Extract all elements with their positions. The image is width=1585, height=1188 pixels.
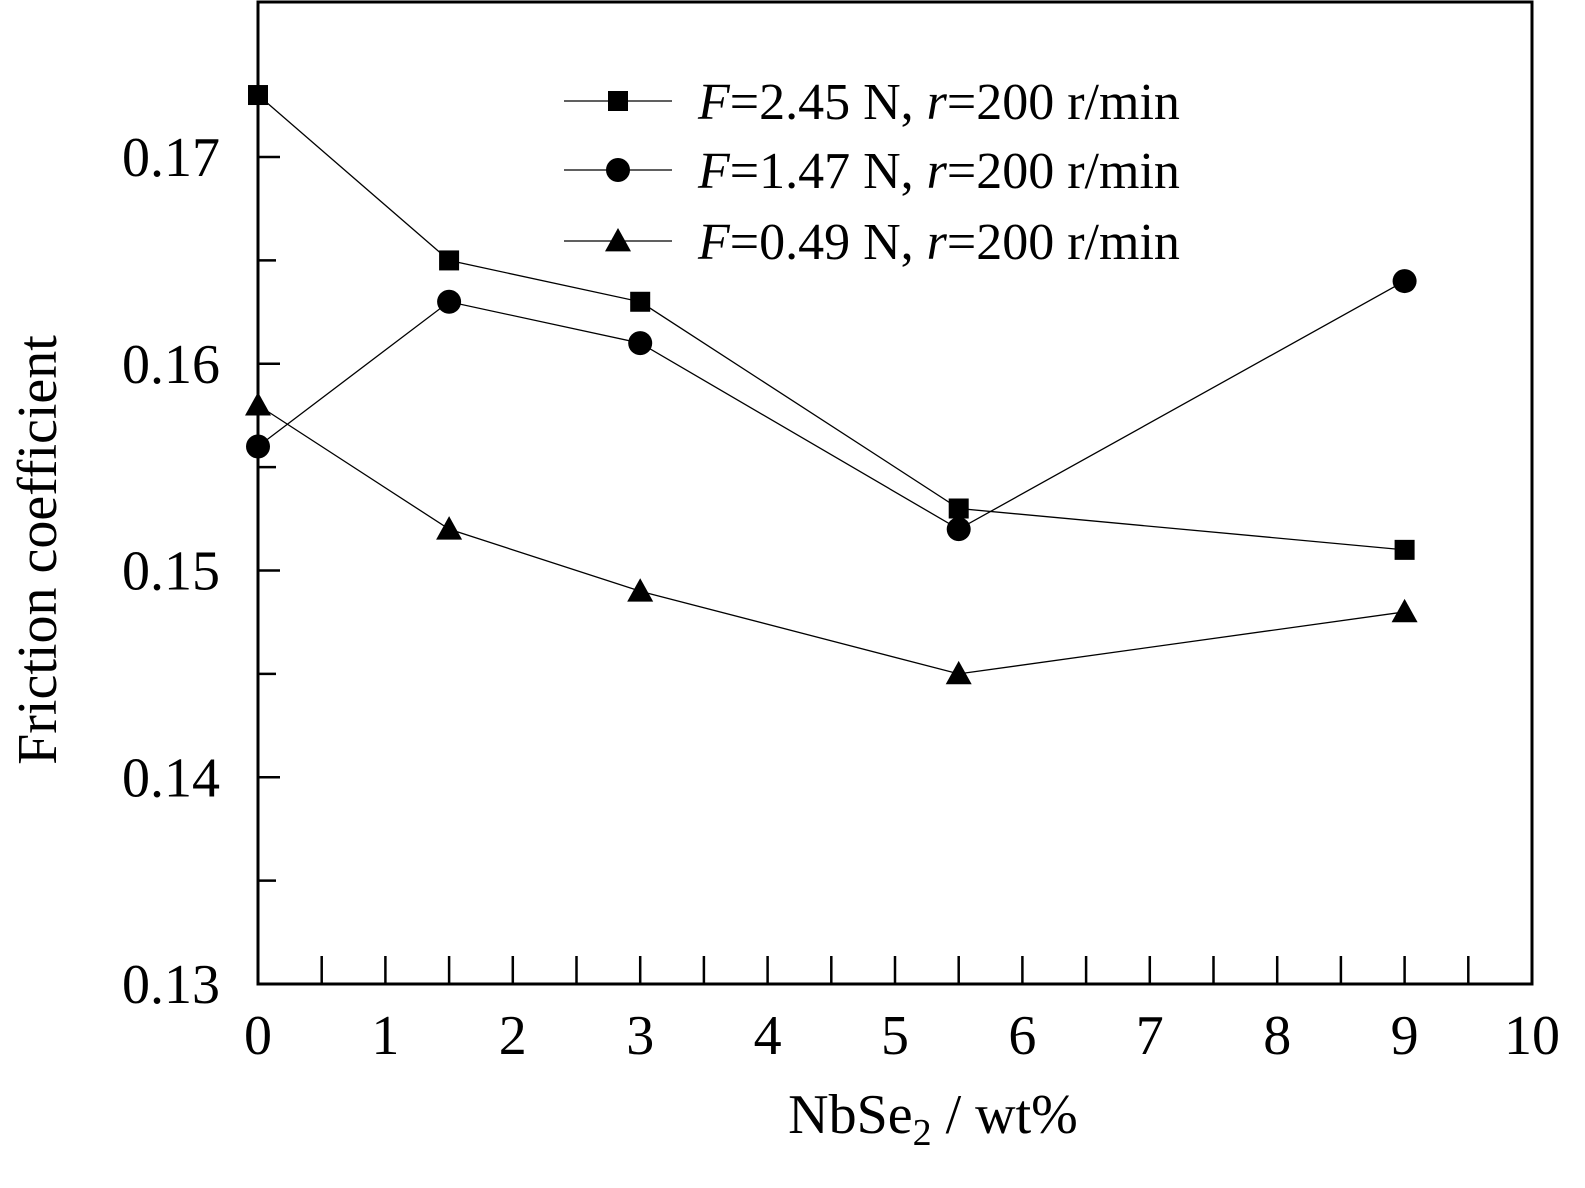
data-point-circle [1392, 269, 1417, 294]
x-tick-label: 9 [1391, 1005, 1419, 1067]
data-point-circle [946, 517, 971, 542]
legend-item-square: F=2.45 N, r=200 r/min [564, 74, 1180, 131]
legend-marker-square [608, 91, 628, 111]
x-axis-title-subscript: 2 [913, 1112, 932, 1154]
x-tick-label: 10 [1504, 1005, 1560, 1067]
x-tick-label: 7 [1136, 1005, 1164, 1067]
data-point-triangle [436, 516, 463, 540]
y-axis-title: Friction coefficient [7, 335, 69, 765]
series-triangle [245, 392, 1418, 685]
series-line-triangle [257, 404, 1405, 675]
series-line-circle [257, 280, 1405, 530]
data-point-square [630, 291, 651, 312]
x-tick-label: 0 [244, 1005, 272, 1067]
x-tick-label: 5 [881, 1005, 909, 1067]
data-point-circle [628, 331, 653, 356]
legend-item-triangle: F=0.49 N, r=200 r/min [564, 214, 1180, 271]
data-point-square [439, 250, 460, 271]
x-tick-label: 6 [1008, 1005, 1036, 1067]
data-point-triangle [1391, 598, 1418, 623]
data-point-triangle [945, 660, 972, 685]
x-tick-label: 2 [499, 1005, 527, 1067]
y-tick-label: 0.16 [122, 334, 220, 396]
legend: F=2.45 N, r=200 r/min F=1.47 N, r=200 r/m… [564, 74, 1180, 271]
y-tick-label: 0.14 [122, 747, 220, 809]
data-point-circle [437, 289, 462, 314]
y-tick-label: 0.17 [122, 127, 220, 189]
data-point-square [1394, 539, 1415, 560]
legend-item-circle: F=1.47 N, r=200 r/min [564, 143, 1180, 200]
data-point-square [948, 498, 969, 519]
ticks-layer [256, 155, 1534, 986]
y-tick-label: 0.15 [122, 541, 220, 603]
legend-label: F=1.47 N, r=200 r/min [697, 143, 1180, 200]
x-axis-title-tail: / wt% [932, 1084, 1078, 1146]
series-layer [245, 85, 1418, 685]
legend-marker-circle [606, 158, 630, 182]
x-tick-label: 8 [1263, 1005, 1291, 1067]
y-tick-label: 0.13 [122, 954, 220, 1016]
data-point-triangle [245, 392, 271, 416]
series-circle [246, 269, 1417, 542]
data-point-triangle [627, 578, 654, 602]
x-tick-label: 4 [754, 1005, 782, 1067]
x-axis-title-main: NbSe [788, 1084, 912, 1146]
x-axis-title: NbSe2 / wt% [788, 1084, 1078, 1154]
x-tick-label: 1 [371, 1005, 399, 1067]
data-point-circle [246, 434, 270, 459]
tick-labels-layer: 0 1 2 3 4 5 6 7 8 9 10 0.13 0.14 0.15 0.16 0.17 [122, 127, 1560, 1067]
series-square [248, 85, 1415, 560]
legend-marker-triangle [605, 228, 631, 252]
x-tick-label: 3 [626, 1005, 654, 1067]
legend-label: F=2.45 N, r=200 r/min [697, 74, 1180, 131]
legend-label: F=0.49 N, r=200 r/min [697, 214, 1180, 271]
data-point-square [248, 85, 268, 106]
